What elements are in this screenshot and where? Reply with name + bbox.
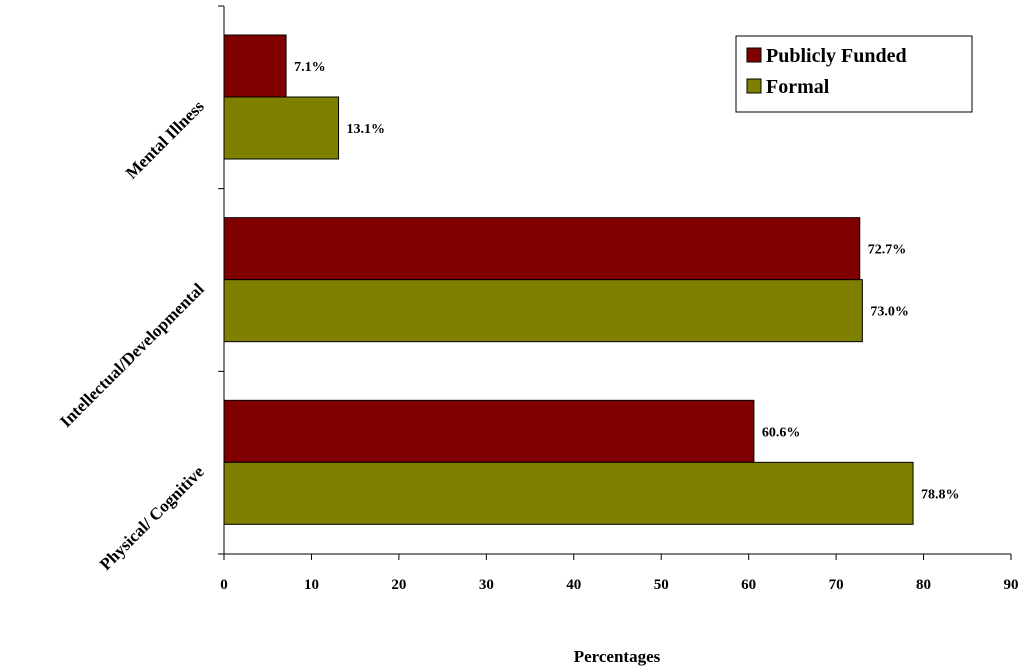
x-tick-label: 40: [566, 577, 581, 593]
category-label-mental-illness: Mental Illness: [122, 96, 208, 182]
bar-publicly-funded-mental-illness: [223, 34, 287, 98]
value-label-formal-mental-illness: 13.1%: [347, 122, 386, 137]
x-tick-label: 80: [916, 577, 931, 593]
x-tick-label: 50: [654, 577, 669, 593]
x-tick-label: 10: [304, 577, 319, 593]
bar-formal-intellectual-developmental: [223, 279, 863, 343]
x-tick-label: 70: [829, 577, 844, 593]
x-tick-label: 30: [479, 577, 494, 593]
value-label-publicly-funded-physical-cognitive: 60.6%: [762, 425, 801, 440]
value-label-formal-physical-cognitive: 78.8%: [921, 487, 960, 502]
value-label-formal-intellectual-developmental: 73.0%: [870, 305, 909, 320]
x-tick-label: 60: [741, 577, 756, 593]
value-label-publicly-funded-intellectual-developmental: 72.7%: [868, 243, 907, 258]
bar-publicly-funded-physical-cognitive: [223, 399, 755, 463]
legend: Publicly Funded Formal: [735, 35, 973, 113]
bar-formal-mental-illness: [223, 96, 340, 160]
legend-label-formal: Formal: [766, 76, 830, 98]
legend-label-publicly-funded: Publicly Funded: [766, 45, 907, 67]
legend-swatch-publicly-funded: [746, 47, 762, 63]
x-tick-label: 0: [220, 577, 228, 593]
x-tick-label: 90: [1004, 577, 1019, 593]
legend-swatch-formal: [746, 78, 762, 94]
bar-formal-physical-cognitive: [223, 461, 914, 525]
category-label-physical-cognitive: Physical/ Cognitive: [96, 462, 208, 574]
category-label-intellectual-developmental: Intellectual/Developmental: [56, 279, 208, 431]
legend-frame: [735, 35, 973, 113]
x-axis-title: Percentages: [574, 647, 661, 666]
value-label-publicly-funded-mental-illness: 7.1%: [294, 60, 326, 75]
x-tick-label: 20: [391, 577, 406, 593]
bar-publicly-funded-intellectual-developmental: [223, 217, 861, 281]
